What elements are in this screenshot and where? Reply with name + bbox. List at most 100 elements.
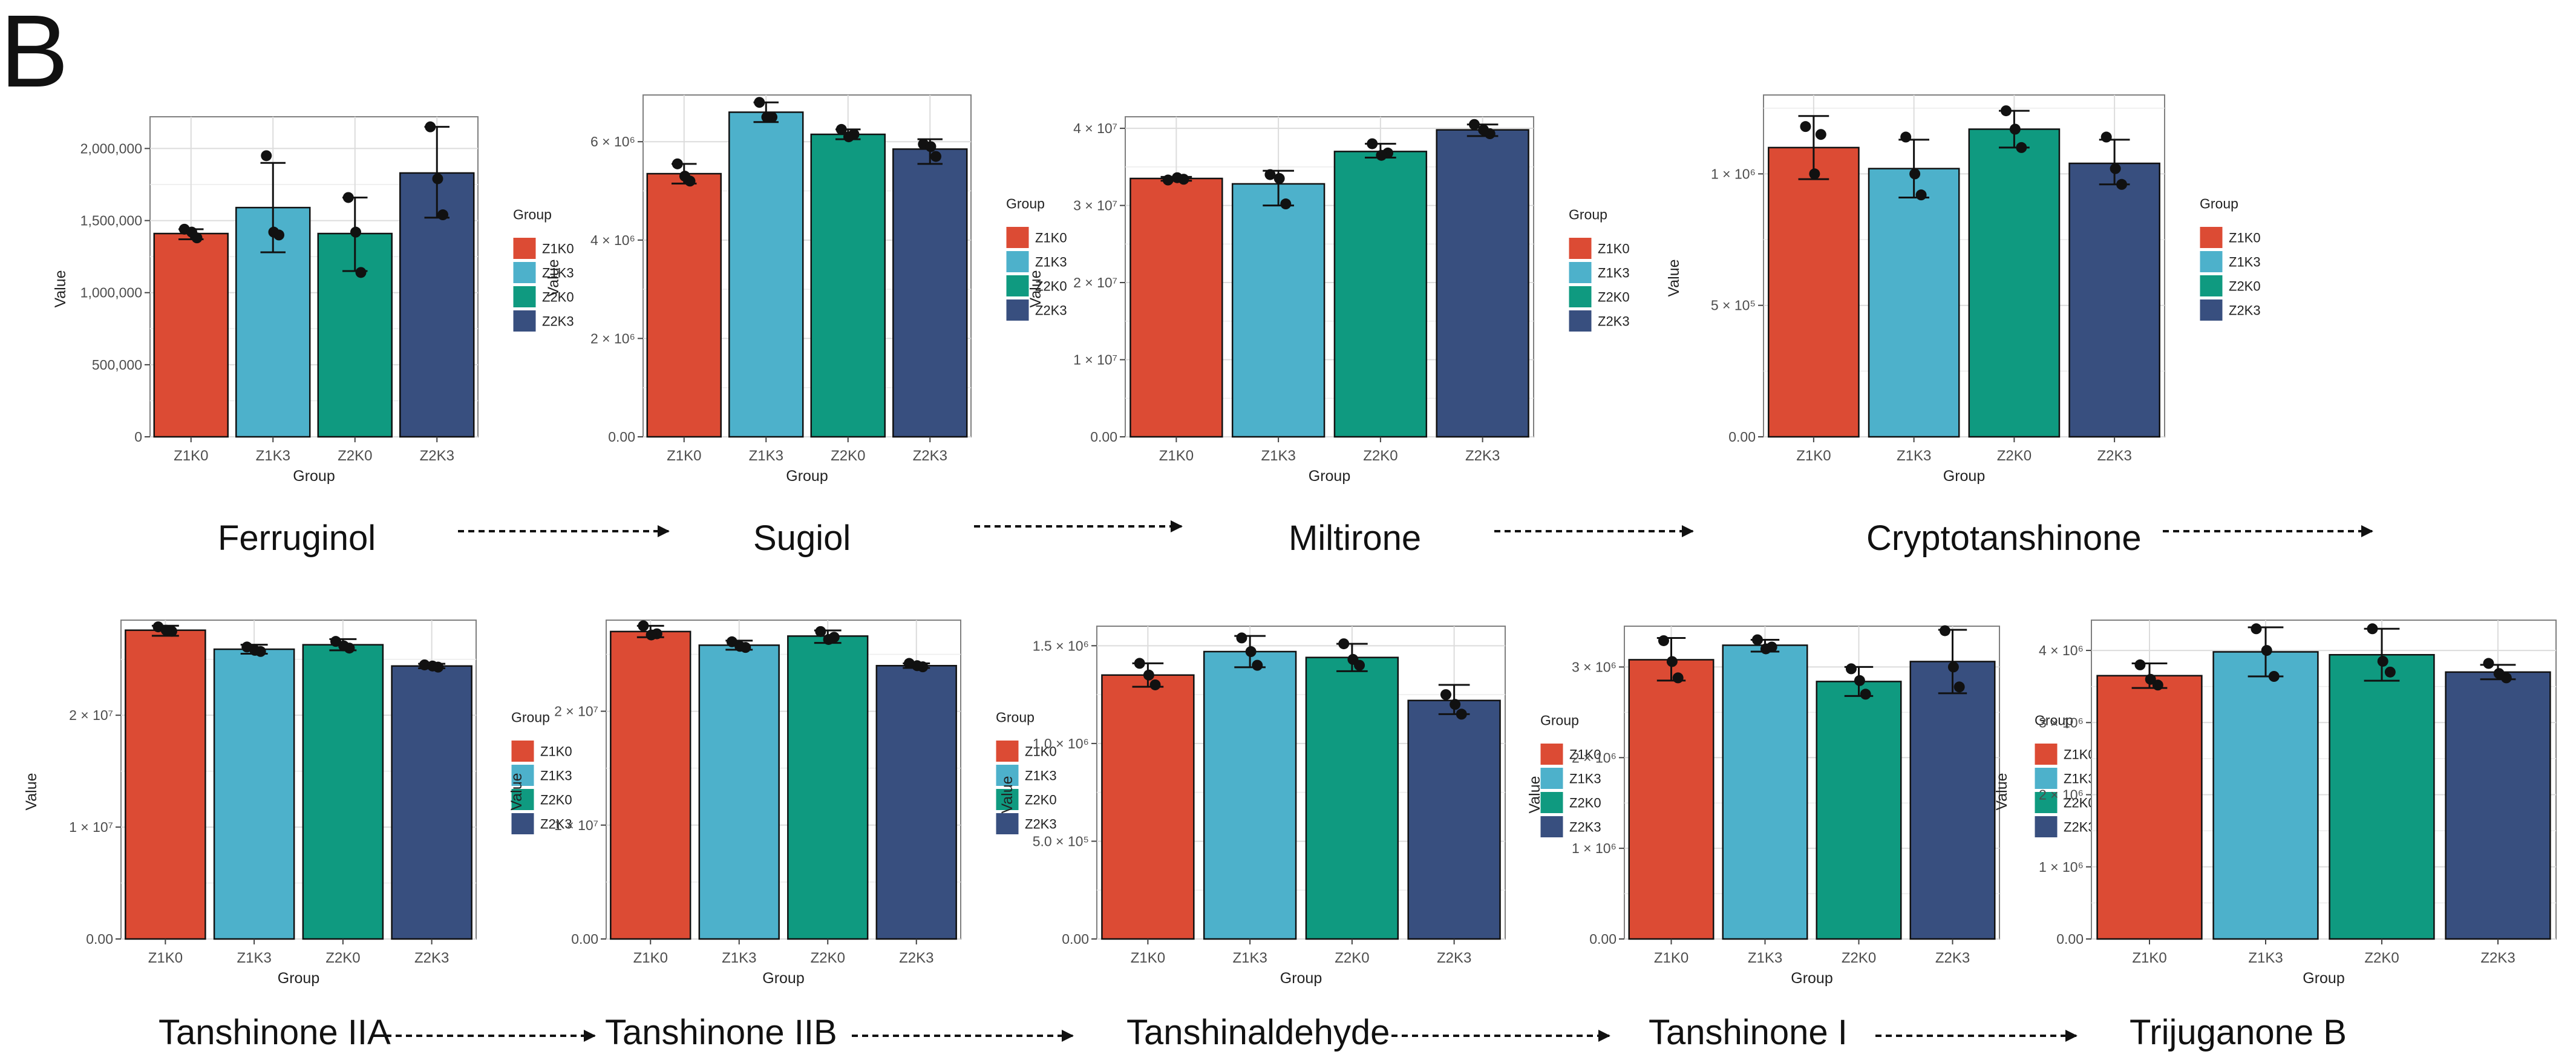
data-point xyxy=(912,660,923,672)
x-tick-label: Z2K0 xyxy=(831,448,865,464)
data-point xyxy=(638,620,649,632)
legend-swatch-z2k0 xyxy=(512,286,537,308)
data-point xyxy=(1162,174,1174,186)
legend: Group Z1K0 Z1K3 Z2K0 Z2K3 xyxy=(511,710,572,835)
legend-swatch-z1k0 xyxy=(2034,743,2058,765)
chart-sugiol: 0.00 2 × 10⁶ 4 × 10⁶ 6 × 10⁶ Z1K0 Z1K3 Z2K0 Z2K… xyxy=(545,94,1067,485)
chart-cryptotanshinone: 0.00 5 × 10⁵ 1 × 10⁶ Z1K0 Z1K3 Z2K0 Z2K3 Group V… xyxy=(1666,94,2261,485)
data-point xyxy=(1809,168,1820,180)
legend-swatch-z1k0 xyxy=(511,740,535,762)
x-tick-label: Z2K0 xyxy=(1842,950,1876,966)
legend-label: Z2K0 xyxy=(542,290,574,305)
x-tick-label: Z1K3 xyxy=(722,950,756,966)
bar-z2k3 xyxy=(2068,162,2160,438)
y-tick-label: 2,000,000 xyxy=(80,140,142,156)
legend-swatch-z1k0 xyxy=(1005,226,1030,249)
x-tick-label: Z1K0 xyxy=(1654,950,1688,966)
y-tick-label: 2 × 10⁷ xyxy=(69,707,113,723)
y-tick-label: 0.00 xyxy=(608,429,635,445)
data-point xyxy=(1947,661,1959,673)
x-tick-label: Z1K3 xyxy=(1261,448,1295,464)
y-tick-label: 500,000 xyxy=(92,357,142,373)
legend-label: Z1K0 xyxy=(2229,231,2261,246)
bar-z2k3 xyxy=(1436,129,1529,438)
legend-label: Z1K0 xyxy=(2064,747,2096,762)
legend-label: Z2K0 xyxy=(540,793,572,808)
legend-label: Z2K3 xyxy=(542,314,574,329)
x-tick-label: Z1K3 xyxy=(1748,950,1782,966)
legend-swatch-z2k0 xyxy=(511,788,535,811)
bar-z2k0 xyxy=(1305,656,1399,940)
data-point xyxy=(1450,699,1461,710)
compound-name-cryptotanshinone: Cryptotanshinone xyxy=(1866,518,2142,558)
legend-title: Group xyxy=(513,207,552,223)
data-point xyxy=(734,641,746,652)
legend-label: Z1K0 xyxy=(540,744,572,759)
legend-swatch-z1k3 xyxy=(2199,250,2223,273)
data-point xyxy=(1845,663,1857,675)
bar-z1k0 xyxy=(646,172,722,438)
x-axis-title: Group xyxy=(1309,468,1350,485)
bar-z1k0 xyxy=(1768,146,1860,438)
chart-tanshinone-iib: 0.00 1 × 10⁷ 2 × 10⁷ Z1K0 Z1K3 Z2K0 Z2K3 Group V… xyxy=(508,620,1057,987)
data-point xyxy=(1134,658,1145,669)
legend-title: Group xyxy=(1006,196,1045,212)
y-tick-label: 1 × 10⁶ xyxy=(1572,840,1617,856)
compound-name-tanshinone-iia: Tanshinone IIA xyxy=(159,1013,391,1052)
x-tick-label: Z1K0 xyxy=(1159,448,1194,464)
y-axis-title: Value xyxy=(1526,776,1543,813)
bar-z2k0 xyxy=(810,133,886,438)
x-axis-title: Group xyxy=(1791,970,1832,987)
data-point xyxy=(930,151,942,162)
legend-label: Z1K0 xyxy=(1035,231,1067,246)
data-point xyxy=(1915,189,1927,201)
y-tick-label: 1 × 10⁷ xyxy=(69,819,113,835)
y-tick-label: 3 × 10⁷ xyxy=(1073,198,1117,214)
legend-swatch-z2k3 xyxy=(2034,816,2058,838)
y-tick-label: 1,000,000 xyxy=(80,285,142,301)
x-tick-label: Z2K3 xyxy=(1465,448,1500,464)
y-axis-title: Value xyxy=(23,773,40,810)
bar-z1k0 xyxy=(2096,675,2203,940)
data-point xyxy=(268,226,280,238)
y-tick-label: 3 × 10⁶ xyxy=(1572,659,1617,675)
bar-z1k0 xyxy=(1101,674,1195,940)
x-tick-label: Z1K0 xyxy=(667,448,701,464)
compound-name-sugiol: Sugiol xyxy=(753,518,851,558)
x-tick-label: Z1K3 xyxy=(2248,950,2283,966)
data-point xyxy=(726,636,737,647)
legend: Group Z1K0 Z1K3 Z2K0 Z2K3 xyxy=(2199,196,2261,321)
legend-swatch-z1k3 xyxy=(995,764,1019,787)
x-axis-title: Group xyxy=(293,468,335,485)
legend-title: Group xyxy=(1569,207,1607,223)
data-point xyxy=(835,123,847,135)
data-point xyxy=(672,158,683,169)
data-point xyxy=(1143,669,1154,681)
y-tick-label: 6 × 10⁶ xyxy=(590,134,635,149)
legend-label: Z1K0 xyxy=(1598,241,1630,257)
chart-tanshinone-iia: 0.00 1 × 10⁷ 2 × 10⁷ Z1K0 Z1K3 Z2K0 Z2K3 Group V… xyxy=(23,620,572,987)
data-point xyxy=(1760,643,1771,655)
legend: Group Z1K0 Z1K3 Z2K0 Z2K3 xyxy=(1568,207,1630,332)
data-point xyxy=(1376,149,1387,161)
data-point xyxy=(1900,131,1912,143)
x-axis-title: Group xyxy=(1280,970,1322,987)
compound-name-tanshinone-iib: Tanshinone IIB xyxy=(605,1013,837,1052)
y-axis-title: Value xyxy=(1027,270,1044,307)
x-tick-label: Z2K3 xyxy=(420,448,454,464)
data-point xyxy=(1338,638,1350,650)
legend-swatch-z2k3 xyxy=(1005,299,1030,321)
legend-label: Z2K0 xyxy=(2064,796,2096,811)
bar-z1k3 xyxy=(2212,651,2319,940)
legend-swatch-z2k0 xyxy=(1540,791,1564,814)
bar-z1k3 xyxy=(728,111,804,438)
legend-label: Z1K0 xyxy=(542,241,574,257)
legend-title: Group xyxy=(2035,713,2073,728)
data-point xyxy=(249,644,261,656)
legend-swatch-z2k3 xyxy=(511,813,535,835)
legend-label: Z2K3 xyxy=(1569,820,1601,835)
bar-z2k0 xyxy=(302,644,384,940)
legend-label: Z2K0 xyxy=(1025,793,1057,808)
y-axis-title: Value xyxy=(545,259,562,296)
